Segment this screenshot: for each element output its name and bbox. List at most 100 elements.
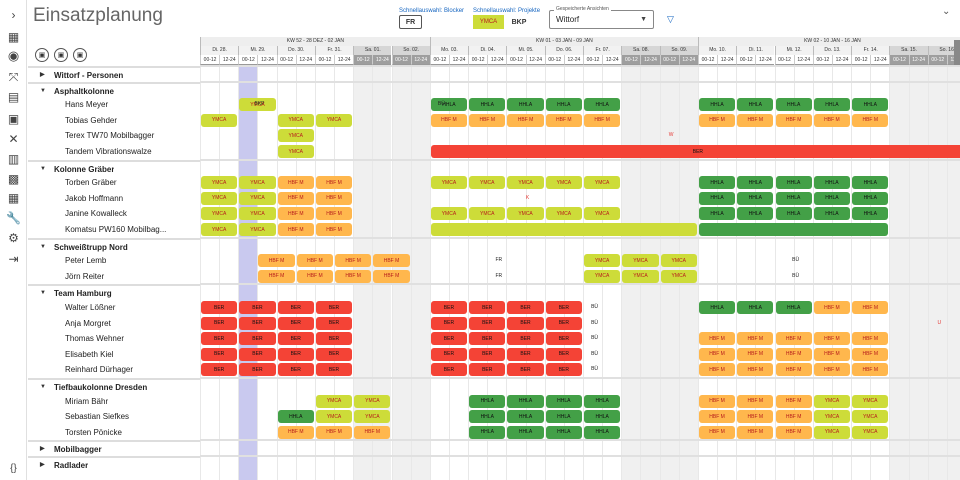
resource-row[interactable]: Komatsu PW160 Mobilbag... [28,222,200,237]
assignment-bar[interactable]: YMCA [430,176,468,190]
assignment-bar[interactable]: YMCA [813,425,851,439]
assignment-bar[interactable]: HBF M [813,363,851,377]
assignment-bar[interactable]: BER [469,363,506,377]
assignment-bar[interactable]: HHLA [813,191,851,205]
assignment-bar[interactable]: HBF M [296,254,334,268]
assignment-bar[interactable]: HBF M [775,347,812,361]
assignment-bar[interactable]: HBF M [258,254,295,268]
assignment-bar[interactable]: BER [315,332,353,346]
assignment-bar[interactable]: HBF M [852,113,889,127]
assignment-bar[interactable]: BER [545,301,582,314]
assignment-bar[interactable]: HHLA [469,425,506,439]
assignment-bar[interactable]: BER [545,347,582,361]
assignment-bar[interactable]: BER [469,316,506,330]
assignment-bar[interactable]: HBF M [813,347,851,361]
assignment-bar[interactable]: HBF M [507,113,544,127]
assignment-bar[interactable]: BER [201,347,238,361]
assignment-bar[interactable]: YMCA [469,176,506,190]
assignment-bar[interactable]: HBF M [698,410,736,424]
filter-icon[interactable]: ▽ [667,14,674,24]
expand-arrow-icon[interactable]: ▶ [40,72,45,78]
assignment-bar[interactable]: HBF M [852,332,889,346]
assignment-bar[interactable]: YMCA [584,207,621,221]
assignment-bar[interactable]: HHLA [698,191,736,205]
assignment-bar[interactable]: YMCA [201,113,238,127]
assignment-bar[interactable]: HHLA [698,207,736,221]
assignment-bar[interactable]: YMCA [201,191,238,205]
assignment-bar[interactable]: HBF M [277,425,314,439]
assignment-bar[interactable]: HHLA [737,98,774,112]
group-row[interactable]: ▼ Schweißtrupp Nord [28,237,200,253]
assignment-bar[interactable]: HHLA [775,191,812,205]
assignment-bar[interactable]: HBF M [698,332,736,346]
split-arrows-icon[interactable]: ⤧ [8,70,19,84]
assignment-bar[interactable]: YMCA [584,254,621,268]
assignment-bar[interactable]: HHLA [813,98,851,112]
assignment-bar[interactable]: HHLA [737,301,774,314]
assignment-bar[interactable]: HBF M [430,113,468,127]
assignment-bar[interactable]: HBF M [737,332,774,346]
assignment-bar[interactable]: BER [315,347,353,361]
assignment-bar[interactable]: HBF M [277,207,314,221]
assignment-bar[interactable]: HHLA [469,98,506,112]
assignment-bar[interactable]: BER [430,347,468,361]
assignment-bar[interactable]: HHLA [775,176,812,190]
resource-row[interactable]: Sebastian Siefkes [28,409,200,424]
assignment-bar[interactable]: BER [239,316,276,330]
resource-row[interactable]: Hans Meyer [28,97,200,112]
assignment-bar[interactable]: BER [430,316,468,330]
assignment-bar[interactable]: BER [277,332,314,346]
assignment-bar[interactable]: HBF M [737,425,774,439]
assignment-bar[interactable]: BER [315,301,353,314]
assignment-bar[interactable]: YMCA [315,113,353,127]
assignment-bar[interactable]: HBF M [775,425,812,439]
briefcase-icon[interactable]: ▣ [7,112,20,126]
assignment-bar[interactable]: BER [430,332,468,346]
assignment-bar[interactable]: YMCA [201,176,238,190]
collapse-arrow-icon[interactable]: ▼ [40,243,46,250]
assignment-bar[interactable]: BER [545,363,582,377]
apps-grid-icon[interactable]: ▦ [7,30,20,44]
assignment-bar[interactable]: YMCA [354,410,391,424]
assignment-bar[interactable]: YMCA [852,425,889,439]
view-week-button[interactable]: ▣ [54,48,68,62]
assignment-bar[interactable]: BER [469,332,506,346]
project-ymca-button[interactable]: YMCA [473,15,504,29]
assignment-bar[interactable]: HBF M [258,269,295,283]
assignment-bar[interactable]: HBF M [737,410,774,424]
assignment-bar[interactable]: HBF M [698,425,736,439]
collapse-arrow-icon[interactable]: ▼ [40,87,46,94]
assignment-bar[interactable]: YMCA [239,176,276,190]
assignment-bar[interactable]: HHLA [737,176,774,190]
assignment-bar[interactable]: HBF M [852,347,889,361]
assignment-bar[interactable]: HHLA [545,425,582,439]
assignment-bar[interactable]: HHLA [430,98,468,112]
assignment-bar[interactable]: HBF M [277,176,314,190]
header-scrollbar[interactable] [954,40,960,65]
assignment-bar[interactable]: HBF M [296,269,334,283]
group-row[interactable]: ▼ Tiefbaukolonne Dresden [28,378,200,393]
assignment-bar[interactable]: HBF M [852,301,889,314]
collapse-arrow-icon[interactable]: ▼ [40,165,46,172]
assignment-bar[interactable]: HBF M [354,425,391,439]
assignment-bar[interactable]: HHLA [775,301,812,314]
assignment-bar[interactable]: BER [507,301,544,314]
assignment-bar[interactable]: HBF M [277,223,314,236]
assignment-bar[interactable]: BER [507,332,544,346]
assignment-bar[interactable]: YMCA [852,410,889,424]
assignment-bar[interactable]: HBF M [698,394,736,408]
gallery-icon[interactable]: ▥ [7,152,20,166]
assignment-bar[interactable]: HHLA [469,410,506,424]
assignment-bar[interactable]: HBF M [335,254,372,268]
assignment-bar[interactable]: BER [507,347,544,361]
assignment-bar[interactable]: YMCA [584,176,621,190]
assignment-bar[interactable]: BER [277,347,314,361]
resource-row[interactable]: Tandem Vibrationswalze [28,144,200,159]
assignment-bar[interactable]: YMCA [813,410,851,424]
collapse-arrow-icon[interactable]: ▼ [40,384,46,390]
assignment-bar[interactable]: HBF M [775,332,812,346]
assignment-bar[interactable]: BER [239,347,276,361]
assignment-bar[interactable]: HHLA [545,98,582,112]
assignment-bar[interactable]: HHLA [737,207,774,221]
assignment-bar[interactable]: HHLA [584,410,621,424]
